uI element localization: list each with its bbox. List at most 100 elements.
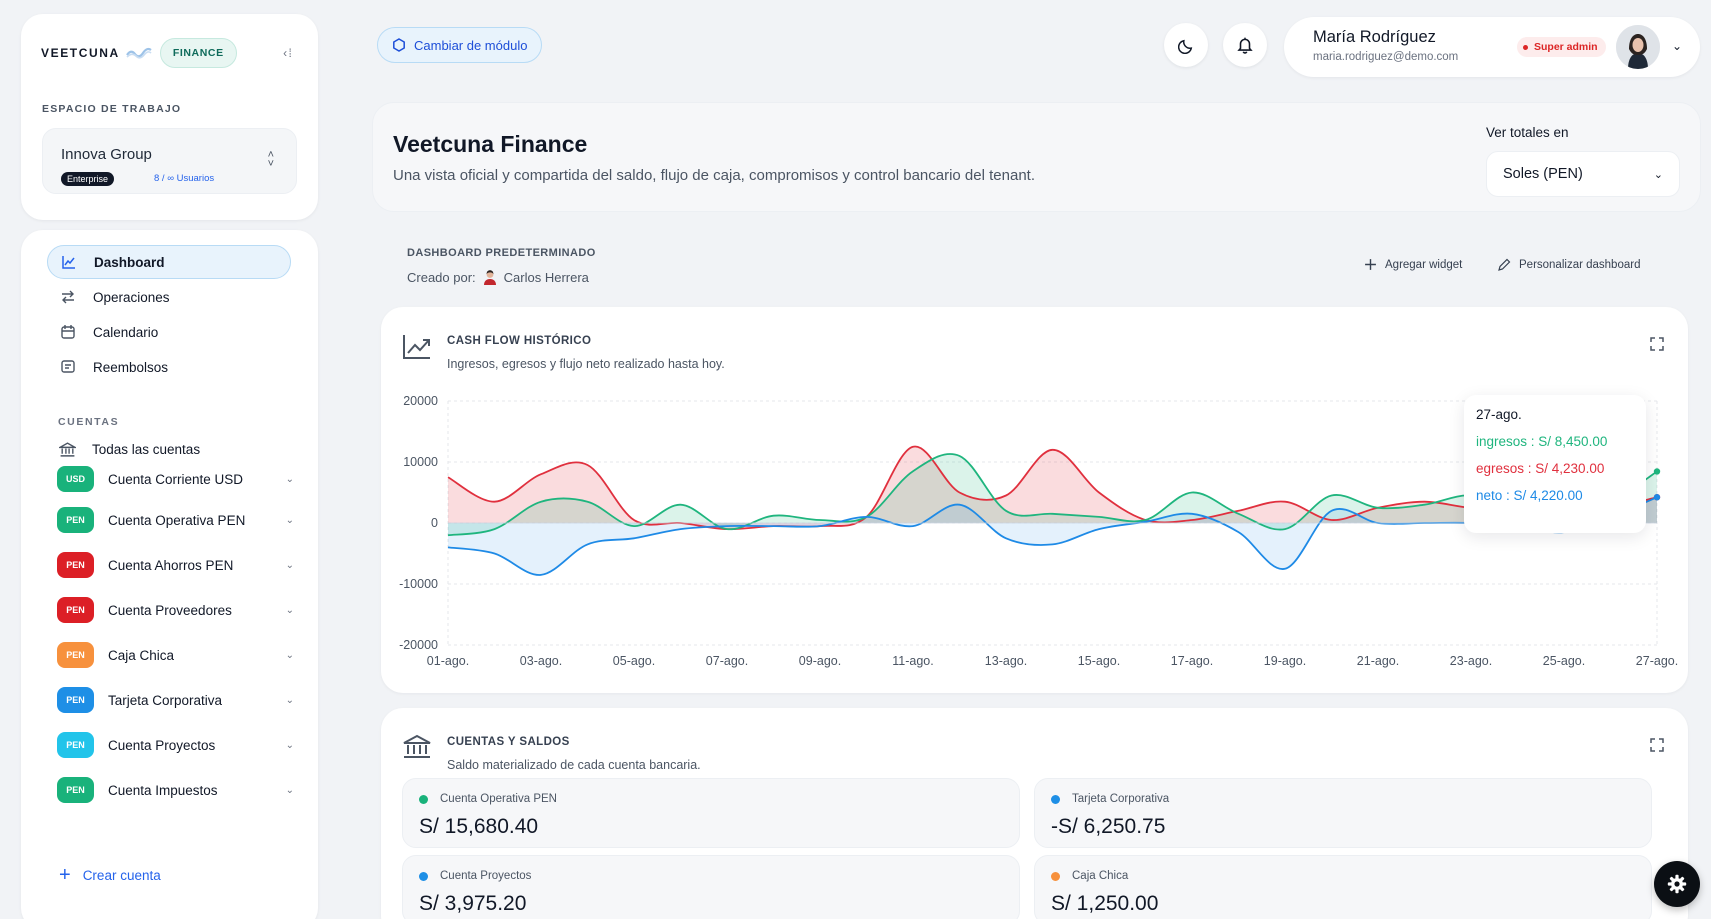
chevron-down-icon[interactable]: ⌄	[285, 649, 294, 661]
create-account-button[interactable]: + Crear cuenta	[59, 864, 161, 886]
expand-icon[interactable]	[1650, 738, 1664, 752]
brand-row: VEETCUNA FINANCE ‹ ⁞	[41, 38, 298, 68]
collapse-sidebar-icon[interactable]: ‹ ⁞	[283, 46, 292, 60]
totals-currency-value: Soles (PEN)	[1503, 166, 1583, 182]
series-line-ingresos	[447, 453, 1658, 537]
nav-label: Calendario	[93, 324, 159, 340]
account-name: Tarjeta Corporativa	[108, 692, 223, 708]
finance-module-pill[interactable]: FINANCE	[159, 38, 237, 68]
account-name: Caja Chica	[108, 647, 175, 663]
page-title: Veetcuna Finance	[393, 131, 588, 157]
tooltip-ingresos: ingresos : S/ 8,450.00	[1476, 434, 1608, 449]
create-account-label: Crear cuenta	[82, 867, 161, 883]
balance-value: S/ 3,975.20	[419, 892, 527, 915]
created-by: Creado por: Carlos Herrera	[407, 269, 589, 285]
gear-icon	[1667, 874, 1687, 894]
settings-button[interactable]	[1654, 861, 1700, 907]
balance-account: Cuenta Operativa PEN	[419, 793, 557, 805]
balances-title: CUENTAS Y SALDOS	[447, 736, 570, 748]
x-tick-label: 21-ago.	[1357, 654, 1399, 668]
chevron-down-icon[interactable]: ⌄	[285, 473, 294, 485]
cashflow-chart[interactable]: 20000 10000 0 -10000 -20000 01-ago. 03-ago. 05-…	[381, 307, 1688, 693]
user-menu[interactable]: María Rodríguez maria.rodriguez@demo.com…	[1284, 17, 1700, 77]
nav-item-dashboard[interactable]: Dashboard	[47, 245, 291, 279]
balances-subtitle: Saldo materializado de cada cuenta banca…	[447, 758, 701, 772]
customize-dashboard-button[interactable]: Personalizar dashboard	[1497, 258, 1640, 272]
account-item[interactable]: PEN Cuenta Ahorros PEN ⌄	[57, 550, 294, 580]
dark-mode-toggle[interactable]	[1164, 23, 1208, 67]
balance-value: S/ 1,250.00	[1051, 892, 1159, 915]
x-tick-label: 15-ago.	[1078, 654, 1120, 668]
status-dot-icon	[1523, 44, 1528, 50]
x-tick-label: 25-ago.	[1543, 654, 1585, 668]
chevron-down-icon[interactable]: ⌄	[285, 559, 294, 571]
totals-currency-select[interactable]: Soles (PEN) ⌄	[1486, 151, 1680, 197]
balance-account-name: Cuenta Operativa PEN	[440, 793, 557, 805]
x-tick-label: 19-ago.	[1264, 654, 1306, 668]
balance-tile[interactable]: Tarjeta Corporativa -S/ 6,250.75	[1034, 778, 1652, 848]
status-dot-icon	[1051, 871, 1060, 881]
balances-widget: CUENTAS Y SALDOS Saldo materializado de …	[381, 708, 1688, 919]
accounts-section-label: CUENTAS	[58, 416, 120, 428]
currency-badge: PEN	[57, 777, 94, 803]
receipt-icon	[59, 358, 77, 376]
all-accounts-link[interactable]: Todas las cuentas	[58, 440, 200, 458]
balance-tile[interactable]: Caja Chica S/ 1,250.00	[1034, 855, 1652, 919]
totals-currency-label: Ver totales en	[1486, 125, 1569, 140]
status-dot-icon	[419, 871, 428, 881]
nav-label: Operaciones	[93, 289, 170, 305]
account-item[interactable]: PEN Cuenta Proveedores ⌄	[57, 595, 294, 625]
chevron-down-icon[interactable]: ⌄	[285, 514, 294, 526]
expand-icon[interactable]	[1650, 337, 1664, 351]
currency-badge: PEN	[57, 687, 94, 713]
chevron-down-icon[interactable]: ⌄	[285, 694, 294, 706]
x-tick-label: 17-ago.	[1171, 654, 1213, 668]
plus-icon: +	[59, 864, 71, 886]
add-widget-label: Agregar widget	[1385, 258, 1463, 271]
account-item[interactable]: PEN Cuenta Operativa PEN ⌄	[57, 505, 294, 535]
status-dot-icon	[1051, 794, 1060, 804]
currency-badge: PEN	[57, 597, 94, 623]
account-item[interactable]: PEN Cuenta Proyectos ⌄	[57, 730, 294, 760]
currency-badge: PEN	[57, 732, 94, 758]
bank-icon	[58, 440, 76, 458]
currency-badge: PEN	[57, 552, 94, 578]
account-item[interactable]: PEN Tarjeta Corporativa ⌄	[57, 685, 294, 715]
users-count: 8 / ∞ Usuarios	[154, 173, 215, 184]
all-accounts-label: Todas las cuentas	[92, 441, 201, 457]
bank-icon	[403, 734, 431, 758]
x-tick-label: 05-ago.	[613, 654, 655, 668]
tooltip-egresos: egresos : S/ 4,230.00	[1476, 461, 1605, 476]
nav-item-reembolsos[interactable]: Reembolsos	[47, 350, 291, 384]
switch-module-button[interactable]: Cambiar de módulo	[377, 27, 543, 63]
series-point-neto	[1653, 494, 1661, 501]
chevron-down-icon: ⌄	[1653, 168, 1663, 181]
balance-value: S/ 15,680.40	[419, 815, 539, 838]
user-name: María Rodríguez	[1313, 28, 1436, 46]
nav-item-operaciones[interactable]: Operaciones	[47, 280, 291, 314]
switch-module-label: Cambiar de módulo	[414, 37, 528, 53]
chart-tooltip: 27-ago. ingresos : S/ 8,450.00 egresos :…	[1464, 395, 1646, 533]
nav-item-calendario[interactable]: Calendario	[47, 315, 291, 349]
balance-tile[interactable]: Cuenta Operativa PEN S/ 15,680.40	[402, 778, 1020, 848]
chevron-down-icon[interactable]: ⌄	[285, 604, 294, 616]
chevron-down-icon[interactable]: ⌄	[1672, 39, 1683, 53]
chevron-down-icon[interactable]: ⌄	[285, 739, 294, 751]
avatar[interactable]	[1616, 25, 1660, 69]
tooltip-neto: neto : S/ 4,220.00	[1476, 488, 1583, 503]
notifications-button[interactable]	[1223, 23, 1267, 67]
workspace-selector[interactable]: Innova Group Enterprise 8 / ∞ Usuarios ˄…	[42, 128, 297, 194]
x-tick-label: 23-ago.	[1450, 654, 1492, 668]
balance-tile[interactable]: Cuenta Proyectos S/ 3,975.20	[402, 855, 1020, 919]
account-name: Cuenta Impuestos	[108, 782, 218, 798]
account-item[interactable]: PEN Cuenta Impuestos ⌄	[57, 775, 294, 805]
x-tick-label: 11-ago.	[892, 654, 933, 668]
balance-account-name: Tarjeta Corporativa	[1072, 793, 1170, 805]
account-item[interactable]: PEN Caja Chica ⌄	[57, 640, 294, 670]
add-widget-button[interactable]: Agregar widget	[1364, 258, 1462, 271]
brand-name: VEETCUNA	[41, 46, 120, 60]
chevron-down-icon[interactable]: ⌄	[285, 784, 294, 796]
x-tick-label: 01-ago.	[427, 654, 469, 668]
account-item[interactable]: USD Cuenta Corriente USD ⌄	[57, 464, 294, 494]
balance-account-name: Caja Chica	[1072, 870, 1129, 882]
